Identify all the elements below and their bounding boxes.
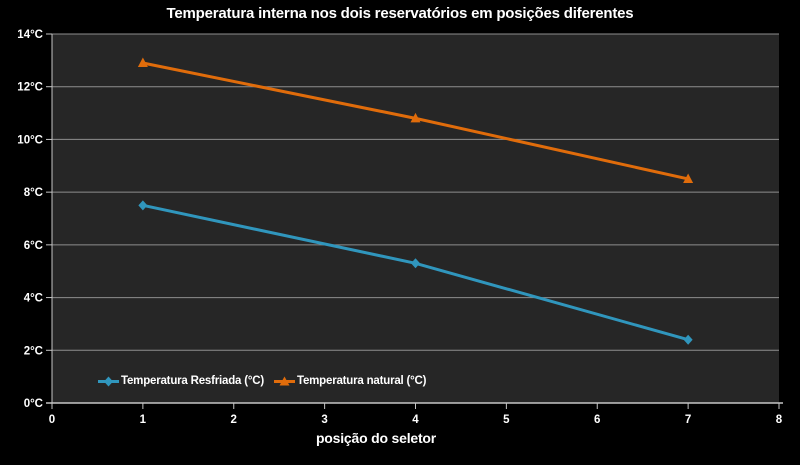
legend-item-natural: Temperatura natural (°C)	[273, 375, 427, 387]
y-tick-label-6: 6°C	[24, 240, 43, 252]
y-tick-label-10: 10°C	[17, 134, 43, 146]
data-point-marker-s1-x4	[410, 112, 421, 123]
x-tick-label-2: 2	[231, 414, 237, 426]
x-tick-label-4: 4	[412, 414, 419, 426]
y-tick-label-8: 8°C	[24, 187, 43, 199]
x-tick-label-8: 8	[776, 414, 783, 426]
chart-title: Temperatura interna nos dois reservatóri…	[166, 5, 634, 22]
legend-marker-resfriada-icon	[98, 376, 119, 386]
x-tick-label-5: 5	[503, 414, 510, 426]
legend-marker-natural-icon	[273, 376, 295, 385]
y-tick-label-2: 2°C	[24, 345, 43, 357]
x-tick-label-1: 1	[140, 414, 147, 426]
data-point-marker-s1-x7	[683, 173, 694, 183]
x-tick-label-7: 7	[685, 414, 691, 426]
y-tick-label-0: 0°C	[24, 398, 43, 410]
legend-label-natural: Temperatura natural (°C)	[296, 375, 427, 387]
x-tick-label-3: 3	[321, 414, 327, 426]
y-tick-label-4: 4°C	[24, 293, 43, 305]
data-point-marker-s0-x1	[138, 200, 148, 211]
y-tick-label-12: 12°C	[17, 82, 43, 94]
x-axis-title: posição do seletor	[315, 430, 437, 446]
x-tick-label-6: 6	[594, 414, 600, 426]
data-point-marker-s0-x7	[683, 334, 693, 345]
data-point-marker-s0-x4	[411, 258, 420, 269]
y-tick-label-14: 14°C	[17, 29, 43, 41]
legend-label-resfriada: Temperatura Resfriada (°C)	[121, 375, 264, 387]
plot-area	[52, 34, 779, 403]
legend-item-resfriada: Temperatura Resfriada (°C)	[98, 375, 264, 387]
x-tick-label-0: 0	[49, 414, 55, 426]
legend: Temperatura Resfriada (°C) Temperatura n…	[98, 375, 426, 387]
data-point-marker-s1-x1	[137, 57, 148, 67]
